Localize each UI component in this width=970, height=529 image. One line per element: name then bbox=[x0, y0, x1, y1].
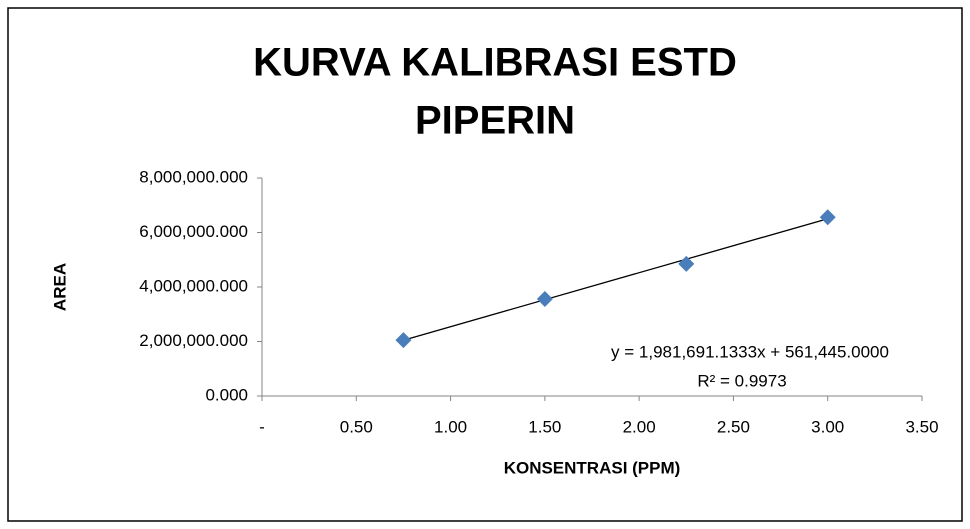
y-axis-title: AREA bbox=[50, 263, 69, 311]
y-tick-label: 8,000,000.000 bbox=[139, 167, 248, 186]
marker bbox=[536, 290, 553, 307]
marker bbox=[395, 332, 412, 349]
marker bbox=[819, 209, 836, 226]
x-tick-label: 2.00 bbox=[623, 417, 656, 436]
chart-title: PIPERIN bbox=[415, 99, 575, 143]
y-tick-label: 6,000,000.000 bbox=[139, 222, 248, 241]
x-tick-label: - bbox=[259, 417, 265, 436]
x-tick-label: 2.50 bbox=[717, 417, 750, 436]
x-tick-label: 3.00 bbox=[811, 417, 844, 436]
x-tick-label: 3.50 bbox=[905, 417, 938, 436]
trendline-equation: y = 1,981,691.1333x + 561,445.0000 bbox=[611, 342, 889, 361]
chart-border bbox=[7, 7, 963, 522]
r-squared: R² = 0.9973 bbox=[697, 371, 786, 390]
x-tick-label: 1.50 bbox=[528, 417, 561, 436]
trendline bbox=[403, 218, 828, 341]
x-tick-label: 0.50 bbox=[340, 417, 373, 436]
chart-title: KURVA KALIBRASI ESTD bbox=[253, 41, 737, 85]
y-tick-label: 0.000 bbox=[205, 385, 248, 404]
marker bbox=[678, 255, 695, 272]
x-axis-title: KONSENTRASI (PPM) bbox=[504, 458, 681, 477]
y-tick-label: 4,000,000.000 bbox=[139, 276, 248, 295]
x-tick-label: 1.00 bbox=[434, 417, 467, 436]
y-tick-label: 2,000,000.000 bbox=[139, 331, 248, 350]
